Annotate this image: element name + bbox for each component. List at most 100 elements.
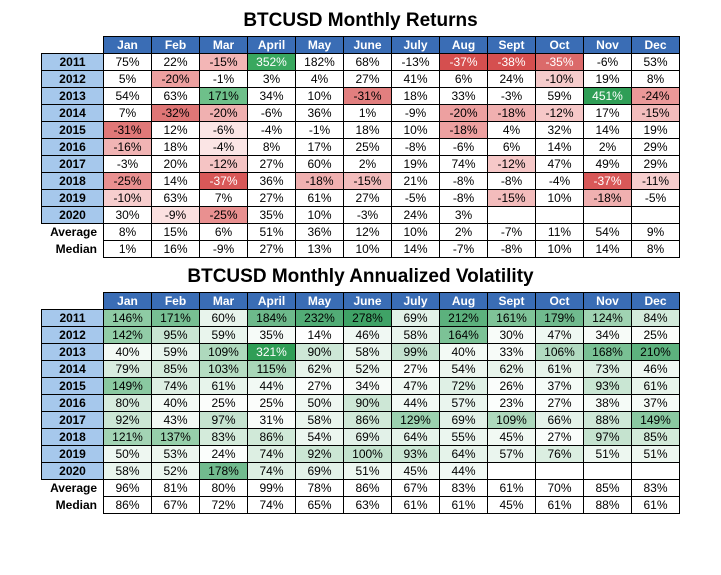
month-header: Jan (104, 293, 152, 310)
data-cell: 51% (344, 463, 392, 480)
data-cell: 47% (536, 327, 584, 344)
data-cell: 38% (584, 395, 632, 412)
data-cell: 184% (248, 310, 296, 327)
month-header: July (392, 293, 440, 310)
vol-table: JanFebMarAprilMayJuneJulyAugSeptOctNovDe… (41, 292, 680, 514)
data-cell: 49% (584, 156, 632, 173)
data-cell: 115% (248, 361, 296, 378)
data-cell (632, 463, 680, 480)
data-cell: -37% (584, 173, 632, 190)
avg-cell: 54% (584, 224, 632, 241)
data-cell: 27% (344, 190, 392, 207)
data-cell: -20% (440, 105, 488, 122)
data-cell: -24% (632, 88, 680, 105)
data-cell: 37% (632, 395, 680, 412)
data-cell: 34% (584, 327, 632, 344)
data-cell (488, 463, 536, 480)
data-cell: 24% (488, 71, 536, 88)
data-cell: 17% (584, 105, 632, 122)
data-cell: 171% (200, 88, 248, 105)
data-cell: 10% (296, 88, 344, 105)
avg-cell: 11% (536, 224, 584, 241)
data-cell (584, 463, 632, 480)
med-cell: 86% (104, 497, 152, 514)
data-cell: 47% (536, 156, 584, 173)
month-header: July (392, 37, 440, 54)
avg-cell: 83% (632, 480, 680, 497)
month-header: Oct (536, 37, 584, 54)
month-header: June (344, 37, 392, 54)
data-cell (536, 463, 584, 480)
data-cell: 10% (296, 207, 344, 224)
data-cell: 35% (248, 207, 296, 224)
med-cell: -9% (200, 241, 248, 258)
data-cell: 10% (536, 190, 584, 207)
data-cell: -12% (200, 156, 248, 173)
data-cell: -6% (200, 122, 248, 139)
data-cell: 53% (632, 54, 680, 71)
data-cell: 4% (488, 122, 536, 139)
data-cell: 41% (392, 71, 440, 88)
data-cell: 46% (344, 327, 392, 344)
data-cell: 44% (392, 395, 440, 412)
data-cell: 62% (296, 361, 344, 378)
med-label: Median (42, 241, 104, 258)
data-cell: 97% (584, 429, 632, 446)
med-cell: 61% (440, 497, 488, 514)
data-cell: 178% (200, 463, 248, 480)
med-cell: 45% (488, 497, 536, 514)
data-cell: 100% (344, 446, 392, 463)
data-cell: 99% (392, 344, 440, 361)
data-cell: 50% (296, 395, 344, 412)
avg-cell: 78% (296, 480, 344, 497)
data-cell: -38% (488, 54, 536, 71)
data-cell: 75% (104, 54, 152, 71)
data-cell: 109% (200, 344, 248, 361)
data-cell: 179% (536, 310, 584, 327)
data-cell: 171% (152, 310, 200, 327)
data-cell: 85% (632, 429, 680, 446)
avg-cell: 10% (392, 224, 440, 241)
data-cell: 61% (536, 361, 584, 378)
data-cell: 2% (584, 139, 632, 156)
avg-cell: 67% (392, 480, 440, 497)
med-cell: -7% (440, 241, 488, 258)
data-cell: 23% (488, 395, 536, 412)
year-label: 2014 (42, 361, 104, 378)
data-cell: 14% (584, 122, 632, 139)
avg-cell: 80% (200, 480, 248, 497)
returns-table: JanFebMarAprilMayJuneJulyAugSeptOctNovDe… (41, 36, 680, 258)
data-cell: 14% (536, 139, 584, 156)
avg-cell: 61% (488, 480, 536, 497)
data-cell: 321% (248, 344, 296, 361)
data-cell: 92% (296, 446, 344, 463)
data-cell: 19% (632, 122, 680, 139)
data-cell: 2% (344, 156, 392, 173)
data-cell: 18% (392, 88, 440, 105)
data-cell: 54% (104, 88, 152, 105)
month-header: May (296, 293, 344, 310)
data-cell: 69% (344, 429, 392, 446)
data-cell: -11% (632, 173, 680, 190)
avg-label: Average (42, 224, 104, 241)
med-cell: 61% (632, 497, 680, 514)
data-cell: 21% (392, 173, 440, 190)
med-cell: 27% (248, 241, 296, 258)
data-cell: -5% (392, 190, 440, 207)
data-cell: -3% (104, 156, 152, 173)
data-cell (584, 207, 632, 224)
med-cell: 72% (200, 497, 248, 514)
data-cell: 168% (584, 344, 632, 361)
data-cell: 46% (632, 361, 680, 378)
data-cell: 25% (344, 139, 392, 156)
med-cell: -8% (488, 241, 536, 258)
data-cell: 54% (296, 429, 344, 446)
data-cell: 52% (152, 463, 200, 480)
year-label: 2015 (42, 378, 104, 395)
avg-cell: 85% (584, 480, 632, 497)
data-cell: 12% (152, 122, 200, 139)
data-cell: 85% (152, 361, 200, 378)
data-cell: -6% (584, 54, 632, 71)
data-cell: 90% (296, 344, 344, 361)
avg-cell: 36% (296, 224, 344, 241)
